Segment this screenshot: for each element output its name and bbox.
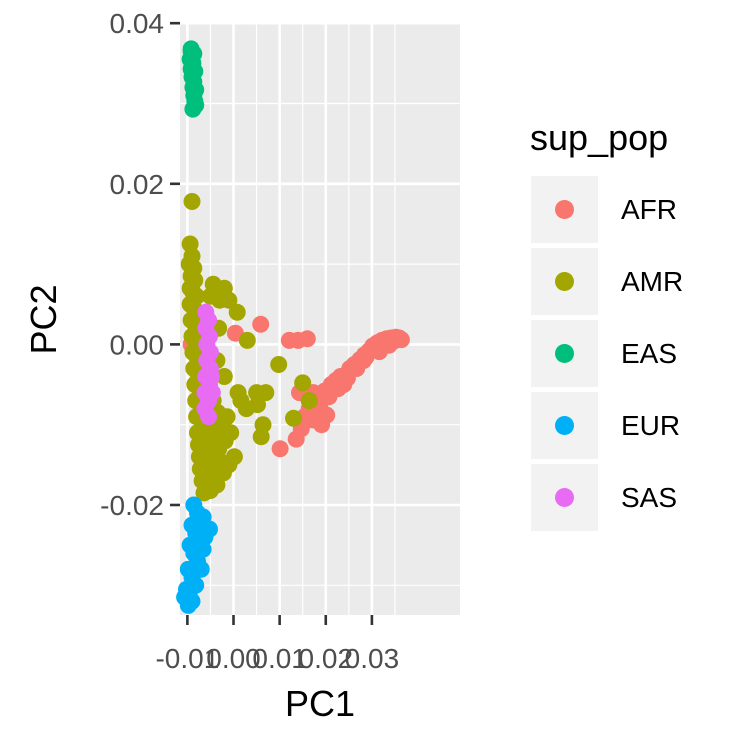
y-tick-label: 0.00 <box>110 329 165 360</box>
x-axis-title: PC1 <box>285 683 355 724</box>
point-amr <box>294 374 312 392</box>
y-axis-title: PC2 <box>23 284 64 354</box>
point-amr <box>228 303 246 321</box>
legend-label-eur: EUR <box>621 410 680 441</box>
y-axis: -0.02 0.00 0.02 0.04 <box>100 8 180 521</box>
plot-panel <box>180 24 460 615</box>
x-tick-label: 0.00 <box>206 643 261 674</box>
legend-label-afr: AFR <box>621 194 677 225</box>
legend: sup_pop AFR AMR EAS EUR SAS <box>530 117 683 531</box>
point-amr <box>183 193 201 210</box>
point-amr <box>249 396 266 414</box>
point-amr <box>300 392 318 410</box>
point-amr <box>252 428 270 446</box>
legend-swatch-eur <box>555 416 574 435</box>
point-amr <box>215 279 233 297</box>
point-sas <box>202 368 220 385</box>
point-afr <box>271 440 289 458</box>
point-sas <box>200 408 218 426</box>
point-afr <box>287 430 305 448</box>
minor-gridlines <box>163 24 460 615</box>
point-amr <box>215 368 233 385</box>
point-amr <box>285 409 302 427</box>
point-afr <box>252 315 270 333</box>
point-afr <box>298 330 316 348</box>
x-axis: -0.010.000.010.020.03 <box>155 615 399 674</box>
major-gridlines <box>180 21 460 615</box>
point-eas <box>187 96 205 114</box>
point-afr <box>380 336 398 354</box>
point-afr <box>355 352 373 369</box>
y-tick-label: 0.04 <box>110 8 165 39</box>
y-tick-label: 0.02 <box>110 169 165 200</box>
legend-swatch-sas <box>555 488 574 507</box>
x-tick-label: 0.01 <box>252 643 307 674</box>
legend-label-amr: AMR <box>621 266 683 297</box>
y-tick-label: -0.02 <box>100 490 164 521</box>
point-afr <box>304 411 322 429</box>
point-afr <box>318 406 336 424</box>
legend-label-sas: SAS <box>621 482 677 513</box>
point-eur <box>194 508 212 526</box>
legend-swatch-eas <box>555 344 574 363</box>
legend-swatch-afr <box>555 200 574 219</box>
legend-label-eas: EAS <box>621 338 677 369</box>
legend-title: sup_pop <box>530 117 668 158</box>
x-tick-label: -0.01 <box>155 643 219 674</box>
data-points <box>176 40 410 614</box>
point-eur <box>176 588 194 606</box>
x-tick-label: 0.03 <box>345 643 400 674</box>
point-amr <box>238 331 256 349</box>
point-eas <box>182 40 200 58</box>
point-amr <box>257 384 275 402</box>
point-sas <box>203 384 221 402</box>
point-afr <box>335 376 353 393</box>
point-amr <box>225 448 243 466</box>
x-tick-label: 0.02 <box>299 643 354 674</box>
legend-swatch-amr <box>555 272 574 291</box>
point-amr <box>270 356 288 373</box>
